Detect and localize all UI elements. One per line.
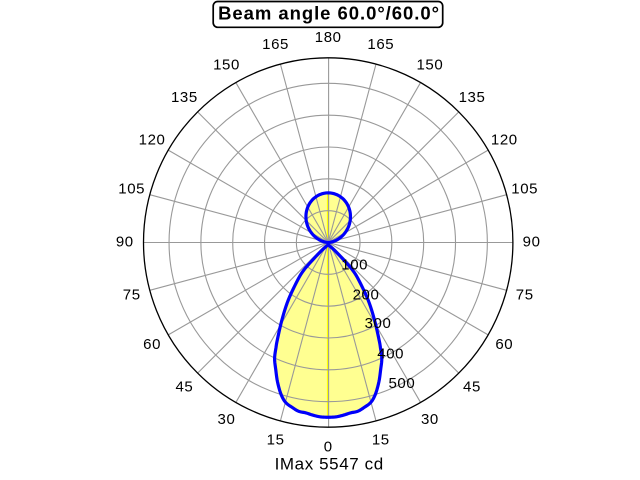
svg-text:15: 15 [267, 432, 285, 449]
svg-text:120: 120 [491, 131, 518, 148]
svg-text:400: 400 [377, 346, 404, 363]
svg-text:105: 105 [118, 181, 145, 198]
svg-text:0: 0 [324, 439, 333, 456]
svg-text:135: 135 [459, 89, 486, 106]
svg-text:Beam angle 60.0°/60.0°: Beam angle 60.0°/60.0° [218, 2, 440, 23]
svg-text:75: 75 [123, 287, 141, 304]
svg-text:300: 300 [365, 315, 392, 332]
svg-text:45: 45 [175, 379, 193, 396]
svg-text:30: 30 [421, 411, 439, 428]
svg-text:500: 500 [388, 375, 415, 392]
svg-text:IMax 5547 cd: IMax 5547 cd [275, 455, 384, 474]
svg-text:150: 150 [416, 56, 443, 73]
svg-text:100: 100 [341, 256, 368, 273]
svg-text:30: 30 [218, 411, 236, 428]
svg-text:60: 60 [495, 336, 513, 353]
svg-text:180: 180 [315, 29, 342, 46]
svg-text:90: 90 [116, 234, 134, 251]
svg-text:75: 75 [516, 287, 534, 304]
svg-text:135: 135 [171, 89, 198, 106]
svg-text:15: 15 [372, 432, 390, 449]
svg-text:45: 45 [463, 379, 481, 396]
svg-text:60: 60 [143, 336, 161, 353]
svg-text:120: 120 [139, 131, 166, 148]
svg-text:105: 105 [511, 181, 538, 198]
svg-text:90: 90 [523, 234, 541, 251]
svg-text:165: 165 [262, 36, 289, 53]
svg-text:150: 150 [213, 56, 240, 73]
svg-text:165: 165 [367, 36, 394, 53]
svg-text:200: 200 [353, 286, 380, 303]
